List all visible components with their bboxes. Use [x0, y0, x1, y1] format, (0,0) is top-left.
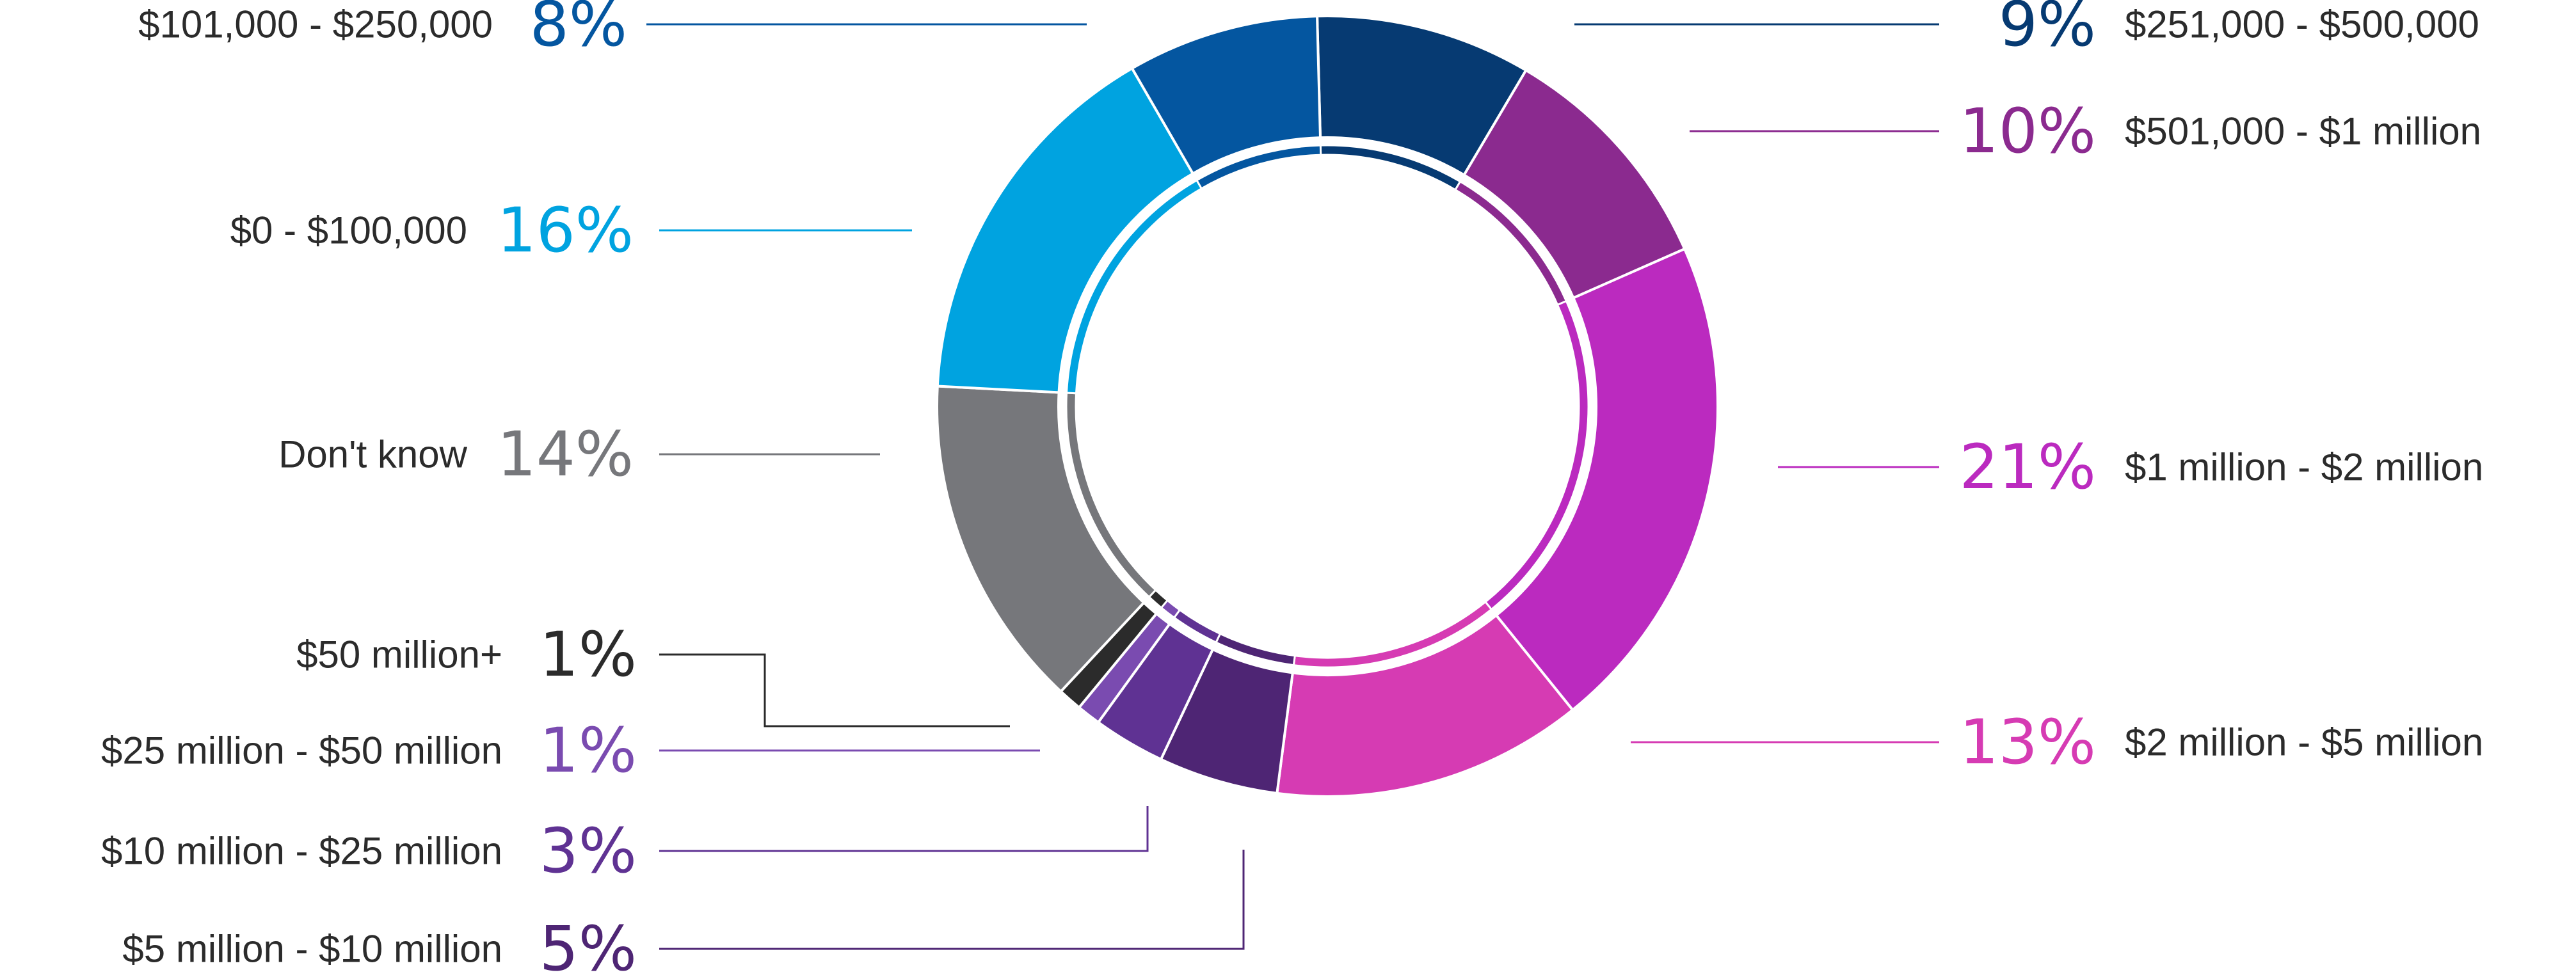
percent-label-50-million: 1%	[540, 619, 637, 690]
percent-label-1-million-2-million: 21%	[1960, 431, 2096, 503]
leader-line-5-million-10-million	[659, 850, 1245, 950]
percent-label-0-100-000: 16%	[497, 195, 634, 266]
percent-label-251-000-500-000: 9%	[1999, 0, 2096, 60]
inner-slice-101-000-250-000	[1195, 144, 1322, 190]
leader-line-10-million-25-million	[659, 806, 1149, 852]
category-label-5-million-10-million: $5 million - $10 million	[122, 928, 502, 971]
slice-101-000-250-000	[1130, 15, 1322, 176]
slice-labels: 9% $251,000 - $500,000 10% $501,000 - $1 mi…	[101, 0, 2483, 977]
category-label-don-t-know: Don't know	[278, 433, 468, 476]
category-label-2-million-5-million: $2 million - $5 million	[2125, 721, 2483, 764]
category-label-251-000-500-000: $251,000 - $500,000	[2125, 3, 2479, 46]
category-label-101-000-250-000: $101,000 - $250,000	[138, 3, 493, 46]
percent-label-101-000-250-000: 8%	[530, 0, 627, 60]
slice-1-million-2-million	[1494, 247, 1719, 712]
percent-label-10-million-25-million: 3%	[540, 815, 637, 887]
category-label-0-100-000: $0 - $100,000	[230, 209, 467, 252]
leader-line-50-million	[659, 653, 1010, 727]
inner-ring	[1065, 144, 1590, 669]
percent-label-25-million-50-million: 1%	[540, 715, 637, 786]
outer-ring	[936, 15, 1719, 798]
slice-0-100-000	[936, 67, 1195, 394]
category-label-10-million-25-million: $10 million - $25 million	[101, 830, 502, 873]
category-label-501-000-1-million: $501,000 - $1 million	[2125, 110, 2481, 153]
category-label-1-million-2-million: $1 million - $2 million	[2125, 446, 2483, 489]
percent-label-don-t-know: 14%	[497, 418, 634, 490]
leader-lines	[646, 23, 1939, 950]
percent-label-5-million-10-million: 5%	[540, 913, 637, 977]
category-label-25-million-50-million: $25 million - $50 million	[101, 729, 502, 772]
percent-label-2-million-5-million: 13%	[1960, 706, 2096, 778]
percent-label-501-000-1-million: 10%	[1960, 95, 2096, 167]
category-label-50-million: $50 million+	[296, 633, 502, 676]
